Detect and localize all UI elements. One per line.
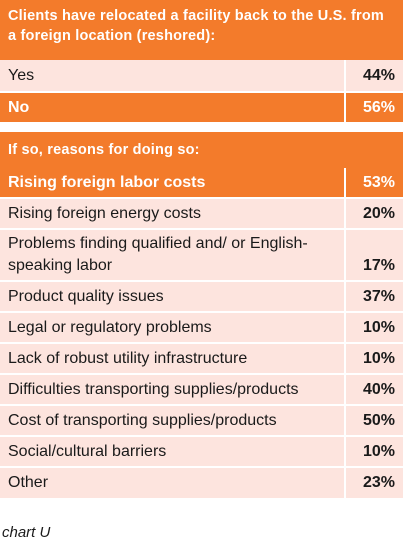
survey-table: Clients have relocated a facility back t…	[0, 0, 403, 498]
reshored-header: Clients have relocated a facility back t…	[0, 0, 403, 60]
section-divider	[0, 122, 403, 132]
row-label: Rising foreign energy costs	[0, 199, 346, 228]
row-value: 50%	[346, 406, 403, 435]
row-value: 56%	[346, 93, 403, 122]
row-label: Legal or regulatory problems	[0, 313, 346, 342]
table-row: No 56%	[0, 93, 403, 122]
table-row: Lack of robust utility infrastructure 10…	[0, 344, 403, 375]
row-value: 17%	[346, 230, 403, 280]
row-value: 10%	[346, 344, 403, 373]
table-row: Product quality issues 37%	[0, 282, 403, 313]
row-value: 10%	[346, 313, 403, 342]
row-label: Social/cultural barriers	[0, 437, 346, 466]
row-value: 23%	[346, 468, 403, 498]
table-row: Cost of transporting supplies/products 5…	[0, 406, 403, 437]
row-value: 37%	[346, 282, 403, 311]
row-label: No	[0, 93, 346, 122]
row-value: 44%	[346, 60, 403, 91]
table-row: Difficulties transporting supplies/produ…	[0, 375, 403, 406]
table-row: Social/cultural barriers 10%	[0, 437, 403, 468]
table-row: Rising foreign energy costs 20%	[0, 199, 403, 230]
row-value: 10%	[346, 437, 403, 466]
chart-caption: chart U	[2, 524, 51, 541]
row-label: Other	[0, 468, 346, 498]
table-row: Other 23%	[0, 468, 403, 498]
row-label: Yes	[0, 60, 346, 91]
row-value: 53%	[346, 168, 403, 197]
row-label: Problems finding qualified and/ or Engli…	[0, 230, 346, 280]
row-value: 20%	[346, 199, 403, 228]
row-value: 40%	[346, 375, 403, 404]
row-label: Rising foreign labor costs	[0, 168, 346, 197]
table-row: Rising foreign labor costs 53%	[0, 168, 403, 199]
reasons-section: If so, reasons for doing so: Rising fore…	[0, 132, 403, 498]
table-row: Yes 44%	[0, 60, 403, 93]
row-label: Lack of robust utility infrastructure	[0, 344, 346, 373]
row-label: Product quality issues	[0, 282, 346, 311]
table-row: Problems finding qualified and/ or Engli…	[0, 230, 403, 282]
reshored-section: Clients have relocated a facility back t…	[0, 0, 403, 122]
table-row: Legal or regulatory problems 10%	[0, 313, 403, 344]
row-label: Difficulties transporting supplies/produ…	[0, 375, 346, 404]
row-label: Cost of transporting supplies/products	[0, 406, 346, 435]
reasons-header: If so, reasons for doing so:	[0, 132, 403, 168]
